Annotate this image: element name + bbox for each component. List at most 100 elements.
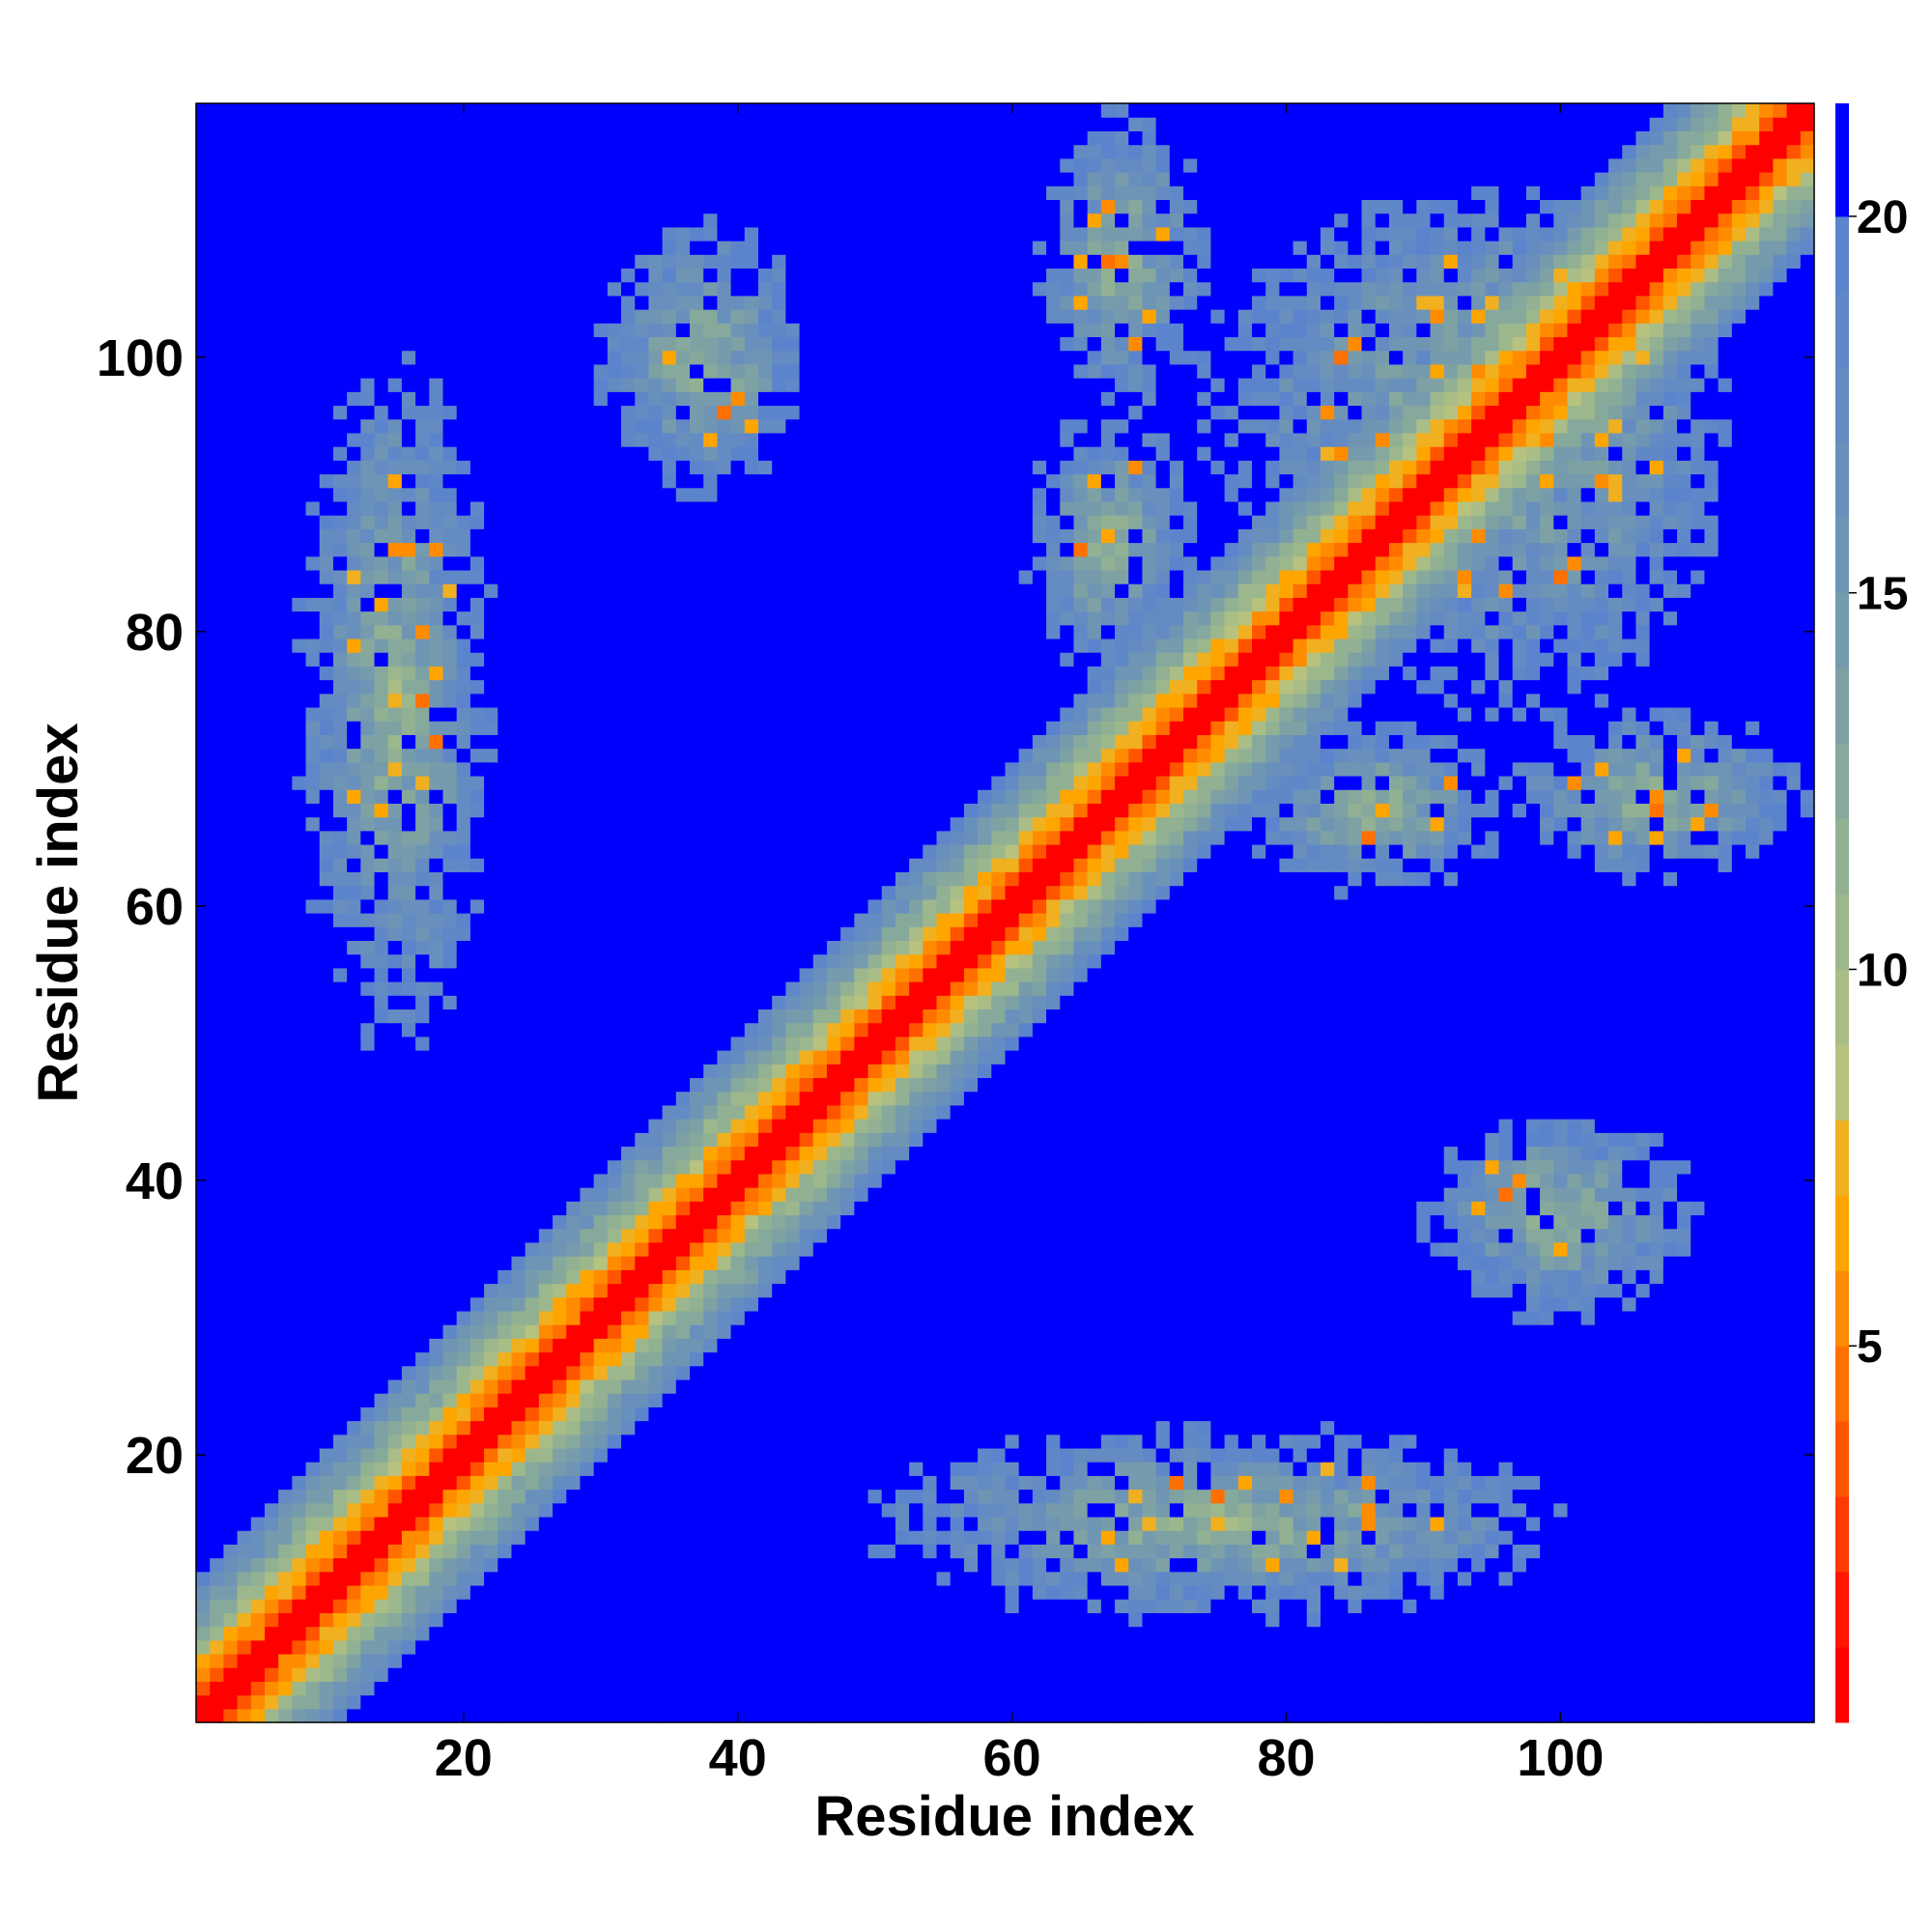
heatmap-cell <box>497 515 513 529</box>
heatmap-cell <box>566 117 582 131</box>
heatmap-cell <box>580 1378 595 1394</box>
heatmap-cell <box>360 1653 376 1668</box>
heatmap-cell <box>429 144 444 159</box>
heatmap-cell <box>607 1324 622 1339</box>
heatmap-cell <box>429 1667 444 1682</box>
heatmap-cell <box>415 1653 430 1668</box>
heatmap-cell <box>675 1119 691 1133</box>
heatmap-cell <box>347 103 361 118</box>
heatmap-cell <box>566 1077 582 1093</box>
heatmap-cell <box>292 1064 307 1079</box>
heatmap-cell <box>553 144 567 159</box>
heatmap-cell <box>456 898 471 914</box>
heatmap-cell <box>264 1050 279 1065</box>
heatmap-cell <box>319 1104 334 1120</box>
heatmap-cell <box>387 858 403 872</box>
heatmap-cell <box>210 693 224 708</box>
heatmap-cell <box>553 1406 567 1422</box>
heatmap-cell <box>429 830 444 845</box>
heatmap-cell <box>675 1338 691 1353</box>
heatmap-cell <box>525 254 540 270</box>
heatmap-cell <box>484 1283 498 1298</box>
heatmap-cell <box>415 1146 430 1161</box>
heatmap-cell <box>319 1516 334 1531</box>
heatmap-cell <box>442 1241 458 1257</box>
heatmap-cell <box>730 1639 746 1655</box>
heatmap-cell <box>196 775 211 790</box>
heatmap-cell <box>662 130 677 146</box>
heatmap-cell <box>332 213 348 228</box>
heatmap-cell <box>717 1708 732 1723</box>
heatmap-cell <box>292 1626 307 1641</box>
heatmap-cell <box>237 213 252 228</box>
heatmap-cell <box>292 1351 307 1367</box>
heatmap-cell <box>511 1612 526 1628</box>
heatmap-cell <box>278 157 293 173</box>
heatmap-cell <box>387 597 403 612</box>
heatmap-cell <box>347 1201 361 1216</box>
heatmap-cell <box>580 1681 595 1696</box>
heatmap-cell <box>210 1338 224 1353</box>
heatmap-cell <box>525 926 540 941</box>
heatmap-cell <box>648 487 664 502</box>
heatmap-cell <box>662 858 677 872</box>
heatmap-cell <box>237 721 252 735</box>
heatmap-cell <box>538 1571 554 1586</box>
heatmap-cell <box>223 761 239 777</box>
heatmap-cell <box>675 1009 691 1024</box>
heatmap-cell <box>675 995 691 1010</box>
heatmap-cell <box>469 446 485 461</box>
heatmap-cell <box>607 1009 622 1024</box>
heatmap-cell <box>442 185 458 201</box>
heatmap-cell <box>525 432 540 447</box>
heatmap-cell <box>278 542 293 557</box>
heatmap-cell <box>456 858 471 872</box>
heatmap-cell <box>525 666 540 681</box>
heatmap-cell <box>675 172 691 186</box>
heatmap-cell <box>292 1557 307 1573</box>
heatmap-cell <box>648 1214 664 1230</box>
heatmap-cell <box>621 542 636 557</box>
heatmap-cell <box>401 144 416 159</box>
heatmap-cell <box>401 515 416 529</box>
heatmap-cell <box>635 1283 650 1298</box>
heatmap-cell <box>319 666 334 681</box>
heatmap-cell <box>717 1324 732 1339</box>
heatmap-cell <box>223 721 239 735</box>
heatmap-cell <box>635 1378 650 1394</box>
heatmap-cell <box>210 1584 224 1600</box>
heatmap-cell <box>566 254 582 270</box>
heatmap-cell <box>744 460 759 475</box>
heatmap-cell <box>292 185 307 201</box>
heatmap-cell <box>744 1434 759 1449</box>
heatmap-cell <box>442 1064 458 1079</box>
heatmap-cell <box>360 103 376 118</box>
heatmap-cell <box>621 1310 636 1325</box>
heatmap-cell <box>730 1557 746 1573</box>
heatmap-cell <box>469 1475 485 1491</box>
heatmap-cell <box>442 432 458 447</box>
heatmap-cell <box>757 350 773 365</box>
heatmap-cell <box>566 981 582 996</box>
heatmap-cell <box>717 542 732 557</box>
heatmap-cell <box>621 652 636 667</box>
heatmap-cell <box>538 254 554 270</box>
heatmap-cell <box>730 1694 746 1710</box>
heatmap-cell <box>456 666 471 681</box>
heatmap-cell <box>319 981 334 996</box>
heatmap-cell <box>553 1667 567 1682</box>
heatmap-cell <box>456 803 471 818</box>
heatmap-cell <box>662 624 677 639</box>
heatmap-cell <box>525 1091 540 1106</box>
heatmap-cell <box>469 528 485 544</box>
heatmap-cell <box>511 500 526 516</box>
heatmap-cell <box>456 1639 471 1655</box>
heatmap-cell <box>415 1283 430 1298</box>
heatmap-cell <box>387 226 403 242</box>
heatmap-cell <box>469 624 485 639</box>
heatmap-cell <box>264 1571 279 1586</box>
heatmap-cell <box>525 1544 540 1559</box>
heatmap-cell <box>525 391 540 407</box>
heatmap-cell <box>374 1269 389 1285</box>
heatmap-cell <box>635 940 650 955</box>
